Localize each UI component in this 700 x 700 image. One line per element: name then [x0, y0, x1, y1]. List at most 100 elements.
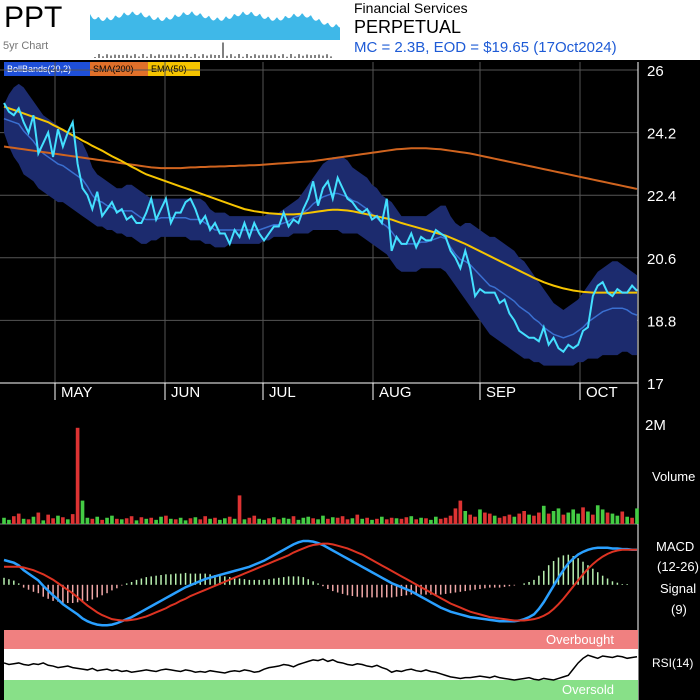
- volume-bar: [438, 518, 443, 524]
- price-tick-label: 17: [647, 376, 664, 393]
- month-label: AUG: [379, 384, 412, 401]
- volume-bar: [409, 516, 414, 524]
- volume-bar: [237, 495, 242, 524]
- volume-bar: [110, 515, 114, 524]
- volume-bar: [75, 427, 80, 524]
- volume-bar: [512, 516, 517, 524]
- volume-bar: [115, 518, 119, 524]
- sector-label: Financial Services: [354, 0, 468, 16]
- volume-bar: [448, 515, 453, 524]
- volume-bar: [380, 516, 384, 524]
- volume-bar: [414, 519, 419, 524]
- price-tick-label: 24.2: [647, 126, 676, 143]
- volume-bar: [625, 516, 630, 524]
- volume-bar: [478, 509, 482, 524]
- price-tick-label: 26: [647, 63, 664, 80]
- volume-bar: [581, 507, 585, 524]
- volume-bar: [7, 519, 11, 524]
- volume-bar: [144, 518, 149, 524]
- volume-bar: [61, 517, 65, 524]
- volume-bar: [193, 517, 198, 524]
- market-stats: MC = 2.3B, EOD = $19.65 (17Oct2024): [354, 39, 617, 56]
- rsi-neutral-band: [4, 649, 638, 680]
- volume-bar: [26, 519, 31, 524]
- volume-bar: [517, 513, 522, 524]
- volume-bar: [615, 515, 620, 524]
- volume-bar: [159, 516, 163, 524]
- sparkline-area: [90, 11, 340, 40]
- volume-bar: [41, 520, 46, 524]
- volume-bar: [51, 518, 55, 524]
- volume-bar: [85, 517, 90, 524]
- volume-bar: [586, 511, 590, 524]
- month-label: OCT: [586, 384, 618, 401]
- volume-bar: [242, 519, 247, 524]
- macd-label: MACD: [656, 539, 694, 554]
- macd-params-label: (12-26): [657, 559, 699, 574]
- volume-bar: [600, 509, 605, 524]
- volume-bar: [281, 517, 286, 524]
- volume-bar: [80, 500, 85, 524]
- volume-bar: [183, 520, 188, 524]
- volume-bar: [105, 517, 109, 524]
- volume-bar: [620, 511, 625, 524]
- volume-bar: [272, 517, 276, 524]
- volume-bar: [188, 518, 193, 524]
- volume-bar: [306, 516, 311, 524]
- volume-bar: [291, 516, 296, 524]
- volume-bar: [375, 518, 379, 524]
- volume-bar: [360, 518, 365, 524]
- volume-bar: [507, 514, 512, 524]
- volume-bar: [571, 509, 576, 524]
- volume-bar: [31, 516, 36, 524]
- month-label: MAY: [61, 384, 92, 401]
- volume-bar: [70, 514, 75, 524]
- volume-bar: [21, 518, 26, 524]
- volume-bar: [424, 518, 428, 524]
- volume-bar: [453, 508, 458, 524]
- legend-bollinger-bands[interactable]: BollBands(20,2): [4, 62, 90, 76]
- volume-bar: [134, 520, 139, 524]
- rsi-line: [3, 654, 638, 681]
- volume-bar: [463, 511, 468, 524]
- volume-bar: [458, 500, 463, 524]
- volume-bar: [124, 518, 129, 524]
- volume-bar: [301, 517, 306, 524]
- volume-bar: [208, 518, 212, 524]
- volume-bar: [330, 517, 335, 524]
- price-tick-label: 20.6: [647, 251, 676, 268]
- volume-bar: [551, 511, 556, 524]
- volume-bar: [36, 512, 41, 524]
- volume-bar: [591, 514, 595, 524]
- volume-bar: [556, 508, 561, 524]
- volume-bar: [257, 518, 261, 524]
- legend-ema50[interactable]: EMA(50): [148, 62, 200, 76]
- volume-bar: [605, 512, 610, 524]
- legend-sma200[interactable]: SMA(200): [90, 62, 148, 76]
- volume-bar: [129, 516, 134, 524]
- volume-bar: [203, 516, 208, 524]
- sma200-line: [3, 145, 638, 190]
- volume-bar: [389, 517, 394, 524]
- period-label: 5yr Chart: [3, 40, 49, 52]
- volume-bar: [541, 505, 546, 524]
- volume-bar: [149, 517, 154, 524]
- volume-bar: [522, 511, 526, 524]
- volume-bar: [335, 517, 340, 524]
- volume-title: Volume: [652, 469, 695, 484]
- volume-bar: [100, 519, 104, 524]
- volume-bar: [345, 519, 350, 524]
- volume-bar: [394, 518, 399, 524]
- volume-bar: [222, 518, 227, 524]
- volume-bar: [468, 514, 472, 524]
- header-bar: PPT 5yr Chart Financial Services PERPETU…: [0, 0, 700, 60]
- volume-bar: [532, 515, 536, 524]
- signal-line: [4, 542, 637, 622]
- price-tick-label: 22.4: [647, 188, 676, 205]
- volume-bar: [443, 517, 448, 524]
- oversold-label: Oversold: [562, 682, 614, 697]
- volume-bar: [630, 517, 634, 524]
- volume-bar: [90, 518, 95, 524]
- price-tick-label: 18.8: [647, 313, 676, 330]
